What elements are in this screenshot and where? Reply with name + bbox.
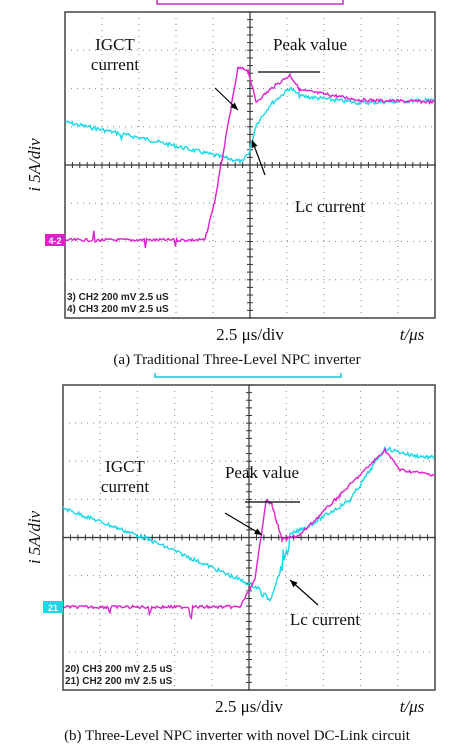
arrow-head — [254, 528, 262, 535]
y-axis-label: i 5A/div — [25, 510, 44, 564]
channel-info: 21) CH2 200 mV 2.5 uS — [65, 676, 173, 687]
channel-marker-label: 21 — [48, 603, 58, 613]
magenta-trace — [64, 66, 435, 248]
channel-info: 20) CH3 200 mV 2.5 uS — [65, 664, 173, 675]
x-unit-label: t/μs — [400, 697, 425, 716]
lc-label: Lc current — [295, 197, 366, 216]
x-unit-label: t/μs — [400, 325, 425, 344]
arrow-head — [230, 102, 238, 110]
trigger-bracket — [156, 0, 344, 5]
caption: (b) Three-Level NPC inverter with novel … — [64, 728, 411, 744]
arrow-head — [290, 580, 298, 588]
x-scale-label: 2.5 μs/div — [216, 325, 284, 344]
peak-label: Peak value — [273, 35, 347, 54]
igct-label: IGCT — [95, 35, 135, 54]
channel-marker — [43, 601, 63, 613]
peak-label: Peak value — [225, 463, 299, 482]
trigger-bracket — [154, 373, 342, 378]
y-axis-label: i 5A/div — [25, 138, 44, 192]
x-scale-label: 2.5 μs/div — [215, 697, 283, 716]
magenta-trace — [62, 447, 436, 620]
igct-label: IGCT — [105, 457, 145, 476]
channel-info: 3) CH2 200 mV 2.5 uS — [67, 292, 169, 303]
channel-marker — [45, 234, 65, 246]
lc-label: Lc current — [290, 610, 361, 629]
arrow-head — [251, 140, 258, 148]
caption: (a) Traditional Three-Level NPC inverter — [113, 352, 360, 368]
igct-label: current — [101, 477, 149, 496]
channel-info: 4) CH3 200 mV 2.5 uS — [67, 304, 169, 315]
cyan-trace — [62, 445, 435, 602]
channel-marker-label: 4-2 — [48, 236, 61, 246]
igct-label: current — [91, 55, 139, 74]
